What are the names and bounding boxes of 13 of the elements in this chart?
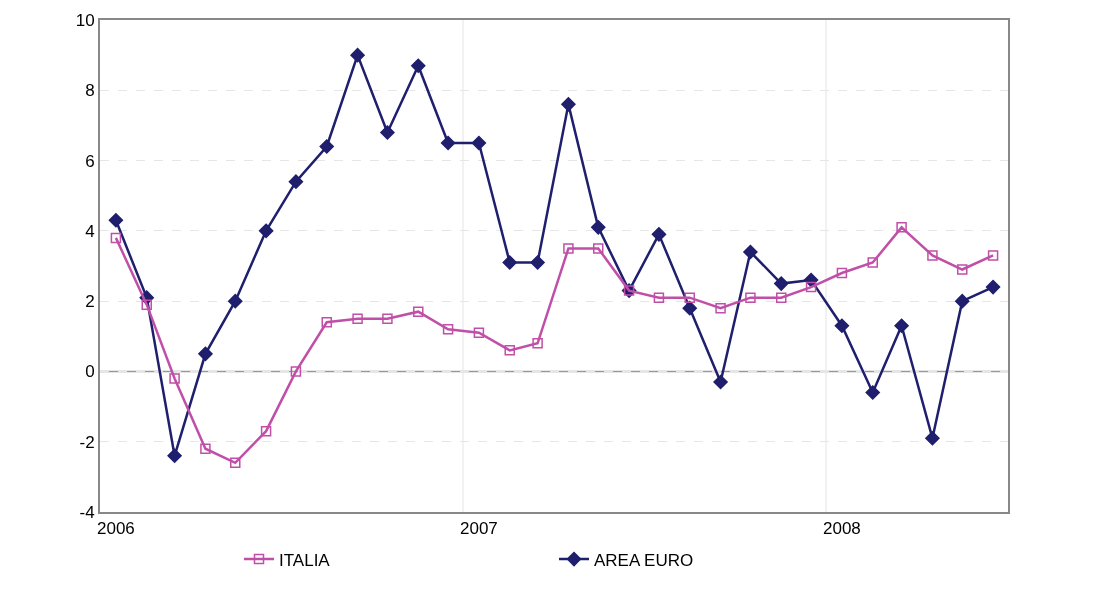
x-tick-label: 2008 — [823, 519, 861, 539]
x-tick-label: 2006 — [97, 519, 135, 539]
legend-label: AREA EURO — [594, 550, 694, 570]
y-tick-label: 10 — [75, 10, 95, 30]
y-tick-label: 0 — [85, 362, 95, 382]
y-tick-label: -2 — [79, 432, 95, 452]
y-tick-label: 2 — [85, 292, 95, 312]
y-tick-label: 6 — [85, 151, 95, 171]
y-tick-label: -4 — [79, 502, 95, 522]
y-tick-label: 8 — [85, 81, 95, 101]
y-tick-label: 4 — [85, 221, 95, 241]
x-tick-label: 2007 — [460, 519, 498, 539]
legend-label: ITALIA — [279, 550, 331, 570]
